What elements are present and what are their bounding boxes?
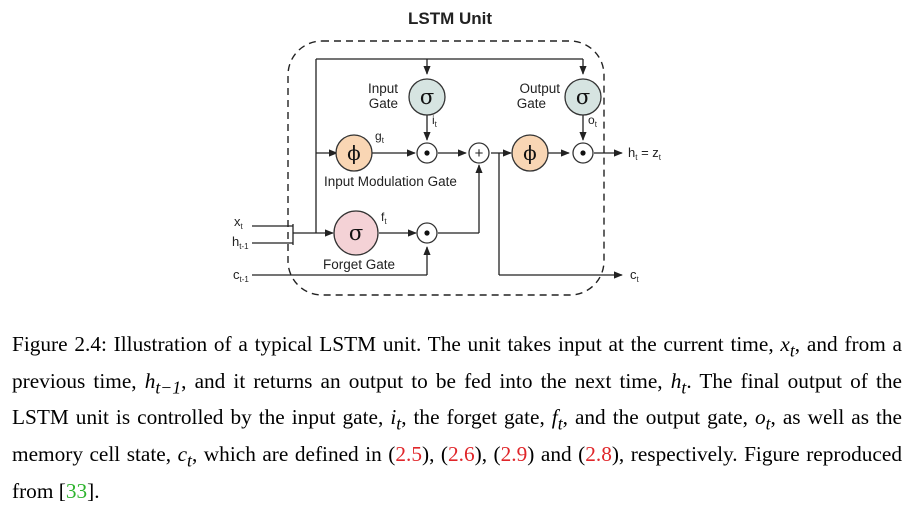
input-gate-label-1: Input: [368, 81, 398, 96]
math-xt: xt: [780, 332, 795, 361]
add-node: +: [468, 142, 490, 164]
add-node-plus: +: [475, 145, 484, 162]
caption-text: , as well as the memory cell state,: [12, 405, 902, 466]
mult-node-forget: [416, 222, 438, 244]
output-gate-label-2: Gate: [517, 96, 546, 111]
output-tanh-phi: ϕ: [523, 141, 537, 165]
input-gate-label-2: Gate: [369, 96, 398, 111]
signal-o: ot: [588, 113, 598, 129]
input-x-label: xt: [234, 214, 244, 231]
equation-ref-link[interactable]: 2.9: [500, 441, 528, 466]
signal-i: it: [432, 113, 438, 129]
signal-f: ft: [381, 210, 387, 226]
math-ot: ot: [754, 405, 771, 434]
mult-node-output: [572, 142, 594, 164]
caption-text: , and it returns an output to be fed int…: [181, 368, 671, 393]
mult-node-input: [416, 142, 438, 164]
caption-text: . The final output of the LSTM unit is c…: [12, 368, 903, 430]
caption-text: ].: [87, 478, 100, 503]
math-ht: ht: [670, 368, 687, 397]
caption-text: , which are defined in (: [191, 441, 396, 466]
input-gate: σ: [408, 78, 446, 116]
input-wires: [252, 58, 587, 245]
input-gate-sigma: σ: [420, 85, 434, 109]
output-gate-label-1: Output: [519, 81, 560, 96]
output-c-label: ct: [630, 267, 640, 284]
forget-gate-label: Forget Gate: [323, 257, 395, 272]
equation-ref-link[interactable]: 2.5: [395, 441, 422, 466]
input-modulation-gate-label: Input Modulation Gate: [324, 174, 457, 189]
math-it: it: [390, 405, 402, 434]
output-gate: σ: [564, 78, 602, 116]
output-gate-sigma: σ: [576, 85, 590, 109]
caption-text: , and from a previous time,: [12, 332, 902, 393]
lstm-unit-boundary: [287, 40, 605, 296]
input-modulation-gate: ϕ: [335, 134, 373, 172]
forget-gate-sigma: σ: [349, 221, 363, 245]
math-ht1: ht−1: [144, 368, 182, 397]
input-modulation-phi: ϕ: [347, 141, 361, 165]
caption-text: , and the output gate,: [562, 405, 755, 430]
forget-gate: σ: [333, 210, 379, 256]
output-h-label: ht = zt: [628, 145, 662, 162]
input-h-label: ht-1: [232, 234, 249, 251]
math-ct: ct: [177, 441, 192, 471]
caption-text: ) and (: [527, 441, 586, 466]
caption-text: ), respectively. Figure reproduced from …: [12, 441, 902, 503]
cell-state-wires: [252, 114, 623, 279]
caption-text: ), (: [422, 441, 449, 466]
signal-g: gt: [375, 129, 385, 145]
caption-text: , the forget gate,: [401, 405, 552, 430]
citation-link[interactable]: 33: [65, 478, 88, 503]
lstm-diagram: LSTM Unit σ σ: [232, 9, 662, 296]
equation-ref-link[interactable]: 2.6: [448, 441, 475, 466]
output-tanh: ϕ: [511, 134, 549, 172]
figure-caption: Figure 2.4: Illustration of a typical LS…: [12, 329, 902, 506]
diagram-title: LSTM Unit: [408, 9, 492, 28]
caption-text: Illustration of a typical LSTM unit. The…: [106, 332, 781, 356]
input-c-label: ct-1: [233, 267, 249, 284]
caption-text: ), (: [474, 441, 501, 466]
caption-label: Figure 2.4:: [12, 332, 107, 356]
math-ft: ft: [551, 405, 563, 434]
equation-ref-link[interactable]: 2.8: [585, 441, 612, 466]
